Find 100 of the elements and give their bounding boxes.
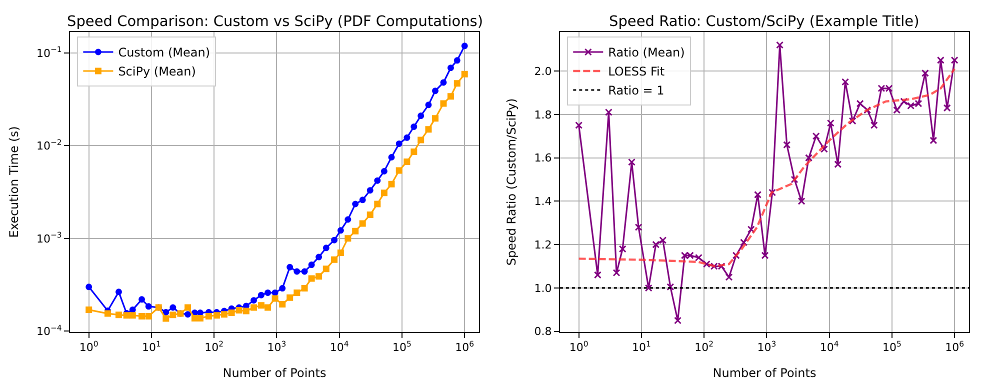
point: [418, 112, 424, 120]
point: [454, 57, 460, 64]
point: [396, 167, 402, 174]
point: [162, 315, 170, 322]
point: [936, 56, 944, 64]
point: [301, 268, 308, 275]
y-tick-label: 10$^{−1}$: [36, 45, 62, 60]
point: [380, 168, 388, 174]
y-tick-label: 2.0: [534, 64, 552, 78]
point: [337, 250, 344, 256]
point: [834, 160, 842, 168]
point: [170, 304, 176, 311]
point: [236, 307, 242, 314]
point: [331, 236, 338, 244]
point: [900, 98, 908, 106]
point: [286, 294, 294, 301]
point: [396, 140, 402, 147]
point: [374, 177, 381, 184]
point: [374, 200, 381, 208]
point: [308, 275, 315, 282]
point: [652, 240, 660, 248]
point: [950, 56, 958, 64]
point: [359, 196, 366, 204]
point: [447, 64, 454, 72]
x-tick-label: 10$^{4}$: [330, 340, 349, 354]
point: [352, 228, 359, 234]
point: [404, 158, 410, 166]
point: [286, 264, 294, 270]
point: [856, 100, 864, 108]
point: [644, 284, 652, 292]
point: [344, 216, 352, 223]
x-tick-label: 10$^{2}$: [204, 340, 224, 354]
point: [812, 132, 820, 140]
y-axis-title: Speed Ratio (Custom/SciPy): [504, 98, 519, 266]
point: [388, 154, 395, 160]
point: [279, 301, 286, 308]
legend-label: Ratio = 1: [608, 84, 664, 98]
point: [352, 200, 359, 208]
point: [213, 312, 220, 319]
point: [820, 145, 828, 153]
x-tick-label: 10$^{6}$: [455, 340, 474, 354]
x-tick-label: 10$^{0}$: [79, 340, 98, 354]
point: [316, 273, 322, 280]
point: [344, 235, 352, 242]
legend-label: Custom (Mean): [118, 46, 210, 60]
point: [776, 41, 784, 49]
point: [761, 252, 769, 260]
point: [893, 106, 901, 114]
point: [864, 106, 872, 114]
y-tick-label: 0.8: [534, 325, 552, 338]
point: [425, 102, 432, 108]
chart-title: Speed Ratio: Custom/SciPy (Example Title): [609, 14, 920, 30]
point: [264, 304, 272, 311]
point: [461, 70, 468, 78]
point: [331, 256, 338, 263]
point: [220, 311, 228, 318]
point: [870, 122, 878, 130]
point: [440, 79, 447, 86]
point: [388, 180, 395, 188]
point: [826, 119, 834, 127]
point: [366, 211, 374, 218]
y-tick-label: 1.2: [534, 238, 552, 252]
legend-label: SciPy (Mean): [118, 64, 196, 79]
point: [921, 69, 929, 77]
point: [943, 104, 951, 112]
x-tick-label: 10$^{0}$: [569, 340, 588, 354]
y-tick-label: 1.8: [534, 108, 552, 122]
point: [272, 295, 278, 302]
point: [294, 268, 300, 275]
chart-title: Speed Comparison: Custom vs SciPy (PDF Computations): [67, 14, 484, 30]
point: [250, 304, 258, 311]
legend-label: Ratio (Mean): [608, 46, 685, 60]
point: [659, 236, 667, 244]
point: [418, 136, 424, 144]
point: [322, 266, 330, 272]
y-tick-label: 10$^{−4}$: [36, 323, 62, 338]
point: [740, 238, 748, 246]
point: [754, 190, 762, 198]
point: [848, 117, 856, 125]
point: [440, 100, 447, 107]
point: [783, 141, 791, 149]
point: [170, 312, 176, 318]
y-tick-label: 10$^{−2}$: [36, 138, 62, 153]
point: [366, 187, 374, 194]
point: [205, 312, 212, 320]
point: [454, 80, 460, 87]
point: [184, 304, 192, 311]
point: [425, 126, 432, 133]
point: [404, 134, 410, 141]
x-tick-label: 10$^{2}$: [694, 340, 714, 354]
point: [768, 188, 776, 196]
point: [380, 190, 388, 196]
point: [447, 93, 454, 100]
point: [432, 115, 439, 122]
y-tick-label: 1.6: [534, 152, 552, 165]
point: [410, 148, 418, 155]
point: [461, 42, 468, 50]
point: [308, 262, 315, 268]
x-axis-title: Number of Points: [712, 366, 816, 380]
x-tick-label: 10$^{6}$: [945, 340, 964, 354]
